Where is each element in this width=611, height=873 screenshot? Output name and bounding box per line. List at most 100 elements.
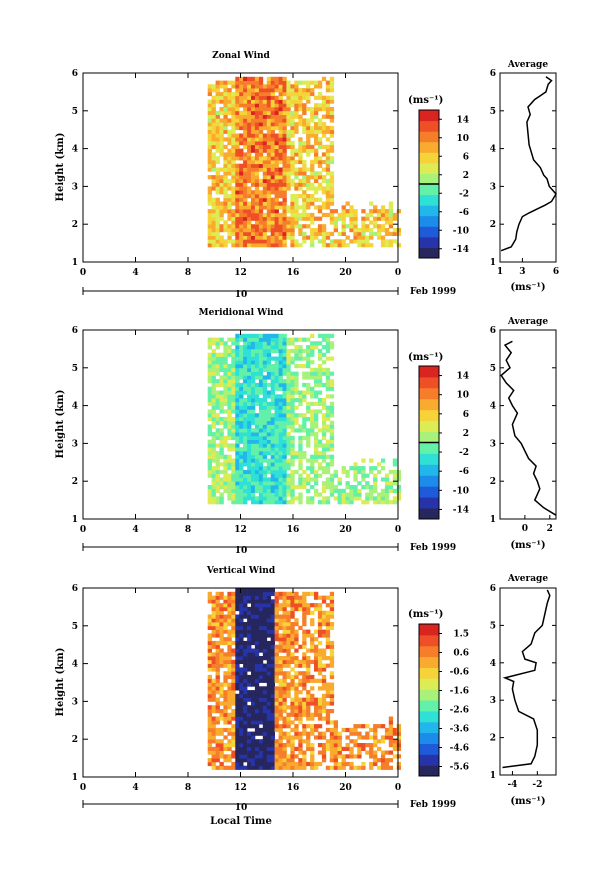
heatmap-cell [247, 716, 252, 721]
colorbar-swatch [419, 215, 439, 227]
heatmap-cell [321, 610, 327, 615]
colorbar-frame [418, 623, 440, 777]
heatmap-cell [254, 141, 260, 146]
heatmap-cell [329, 133, 335, 138]
heatmap-cell [231, 209, 236, 214]
heatmap-cell [298, 114, 303, 119]
heatmap-cell [274, 394, 279, 399]
heatmap-cell [345, 473, 350, 478]
heatmap-cell [270, 754, 275, 759]
heatmap-cell [314, 765, 319, 770]
heatmap-cell [329, 686, 335, 691]
heatmap-cell [223, 622, 228, 627]
heatmap-cell [282, 462, 287, 467]
heatmap-cell [317, 175, 323, 180]
heatmap-cell [262, 588, 268, 593]
heatmap-cell [282, 622, 287, 627]
heatmap-cell [361, 231, 366, 236]
heatmap-cell [231, 610, 236, 615]
colorbar-swatch [419, 497, 439, 509]
heatmap-cell [294, 697, 299, 702]
heatmap-cell [286, 409, 291, 414]
heatmap-cell [258, 152, 264, 157]
heatmap-cell [243, 690, 248, 695]
heatmap-cell [223, 656, 228, 661]
heatmap-cell [306, 443, 311, 448]
heatmap-cell [270, 640, 275, 646]
heatmap-cell [223, 190, 228, 195]
heatmap-cell [333, 485, 338, 490]
heatmap-cell [211, 122, 216, 127]
heatmap-cell [294, 205, 299, 210]
heatmap-cell [223, 156, 228, 161]
heatmap-cell [286, 133, 291, 138]
heatmap-cell [384, 477, 390, 482]
heatmap-cell [274, 371, 279, 376]
heatmap-cell [211, 118, 216, 123]
heatmap-cell [353, 220, 358, 225]
heatmap-cell [223, 95, 228, 100]
heatmap-cell [310, 469, 315, 475]
heatmap-cell [290, 428, 295, 433]
colorbar-label: -5.6 [450, 763, 469, 773]
heatmap-cell [341, 746, 346, 751]
heatmap-cell [227, 194, 232, 199]
heatmap-cell [254, 746, 260, 751]
heatmap-cell [219, 443, 224, 448]
heatmap-cell [262, 333, 268, 338]
heatmap-cell [254, 239, 260, 244]
heatmap-cell [278, 485, 283, 490]
heatmap-cell [380, 735, 386, 740]
heatmap-cell [211, 405, 216, 410]
heatmap-cell [302, 606, 307, 612]
heatmap-cell [310, 765, 315, 770]
heatmap-cell [333, 473, 338, 478]
heatmap-cell [310, 724, 315, 729]
heatmap-cell [325, 462, 331, 467]
heatmap-cell [215, 731, 220, 736]
heatmap-cell [306, 716, 311, 721]
heatmap-cell [258, 693, 264, 698]
heatmap-cell [290, 216, 295, 221]
heatmap-cell [282, 205, 287, 210]
heatmap-cell [306, 709, 311, 714]
heatmap-cell [270, 416, 275, 422]
heatmap-cell [329, 447, 335, 452]
heatmap-cell [211, 716, 216, 721]
heatmap-cell [282, 216, 287, 221]
heatmap-cell [254, 765, 260, 770]
heatmap-cell [243, 107, 248, 112]
heatmap-cell [223, 690, 228, 695]
heatmap-cell [247, 428, 252, 433]
heatmap-cell [321, 360, 327, 365]
heatmap-cell [215, 727, 220, 733]
heatmap-cell [286, 731, 291, 736]
heatmap-cell [377, 212, 382, 218]
heatmap-cell [207, 216, 212, 221]
heatmap-cell [235, 80, 240, 85]
heatmap-cell [239, 114, 244, 119]
heatmap-cell [239, 731, 244, 736]
heatmap-cell [380, 750, 386, 755]
heatmap-cell [266, 420, 272, 425]
heatmap-cell [227, 182, 232, 187]
heatmap-cell [227, 488, 232, 493]
heatmap-cell [274, 409, 279, 414]
heatmap-cell [353, 743, 358, 748]
heatmap-cell [215, 156, 220, 161]
heatmap-cell [365, 212, 370, 218]
heatmap-cell [306, 194, 311, 199]
heatmap-cell [266, 163, 272, 168]
heatmap-cell [247, 435, 252, 440]
colorbar-label: -10 [453, 226, 469, 236]
heatmap-cell [306, 88, 311, 93]
heatmap-cell [310, 454, 315, 459]
heatmap-cell [298, 716, 303, 721]
heatmap-cell [258, 137, 264, 142]
heatmap-cell [215, 750, 220, 755]
heatmap-cell [219, 84, 224, 89]
heatmap-cell [274, 84, 279, 89]
heatmap-cell [274, 712, 279, 717]
heatmap-cell [235, 167, 240, 172]
heatmap-cell [262, 356, 268, 361]
